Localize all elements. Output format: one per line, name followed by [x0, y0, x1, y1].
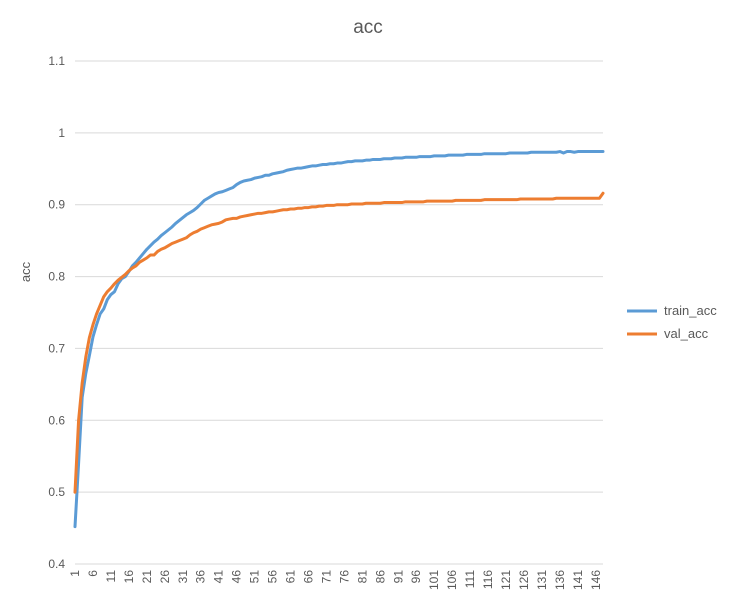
x-tick-label: 16 — [122, 570, 136, 584]
legend-item-val-acc: val_acc — [627, 326, 709, 341]
x-tick-label: 66 — [301, 570, 315, 584]
legend-label: val_acc — [664, 326, 709, 341]
y-tick-label: 0.6 — [48, 413, 65, 427]
series-line-val-acc — [73, 191, 605, 494]
x-tick-label: 121 — [499, 570, 513, 590]
x-tick-label: 86 — [373, 570, 387, 584]
gridlines — [75, 60, 603, 565]
x-tick-label: 91 — [391, 570, 405, 584]
x-tick-label: 76 — [337, 570, 351, 584]
legend-label: train_acc — [664, 303, 717, 318]
x-tick-label: 46 — [230, 570, 244, 584]
x-tick-label: 21 — [140, 570, 154, 584]
series-lines — [73, 150, 605, 529]
y-tick-label: 0.5 — [48, 485, 65, 499]
x-tick-label: 146 — [589, 570, 603, 590]
x-tick-label: 51 — [248, 570, 262, 584]
x-tick-label: 31 — [176, 570, 190, 584]
x-tick-labels: 1 6 11 16 21 26 31 36 41 46 51 56 61 66 71 76 81 86 91 96 10… — [68, 570, 603, 590]
x-tick-label: 116 — [481, 570, 495, 589]
x-tick-label: 11 — [104, 570, 118, 583]
y-tick-label: 1 — [58, 126, 65, 140]
x-tick-label: 61 — [284, 570, 298, 584]
y-axis-label: acc — [18, 261, 33, 282]
y-tick-label: 0.9 — [48, 198, 65, 212]
x-tick-label: 36 — [194, 570, 208, 584]
y-tick-label: 0.4 — [48, 557, 65, 571]
chart-title: acc — [353, 17, 383, 38]
x-tick-label: 111 — [463, 570, 477, 589]
x-tick-label: 1 — [68, 570, 82, 577]
y-tick-label: 0.7 — [48, 341, 65, 355]
x-tick-label: 41 — [212, 570, 226, 584]
x-tick-label: 136 — [553, 570, 567, 590]
x-tick-label: 126 — [517, 570, 531, 590]
x-tick-label: 6 — [86, 570, 100, 577]
x-tick-label: 131 — [535, 570, 549, 590]
x-tick-label: 26 — [158, 570, 172, 584]
x-tick-label: 96 — [409, 570, 423, 584]
y-tick-label: 1.1 — [48, 54, 65, 68]
x-tick-label: 81 — [355, 570, 369, 584]
series-line-train-acc — [73, 150, 605, 529]
x-tick-label: 106 — [445, 570, 459, 590]
x-tick-label: 101 — [427, 570, 441, 590]
legend-item-train-acc: train_acc — [627, 303, 717, 318]
x-tick-label: 141 — [571, 570, 585, 590]
y-tick-labels: 0.4 0.5 0.6 0.7 0.8 0.9 1 1.1 — [48, 54, 65, 571]
y-tick-label: 0.8 — [48, 270, 65, 284]
x-tick-label: 56 — [266, 570, 280, 584]
x-tick-label: 71 — [319, 570, 333, 584]
legend: train_acc val_acc — [627, 303, 717, 341]
